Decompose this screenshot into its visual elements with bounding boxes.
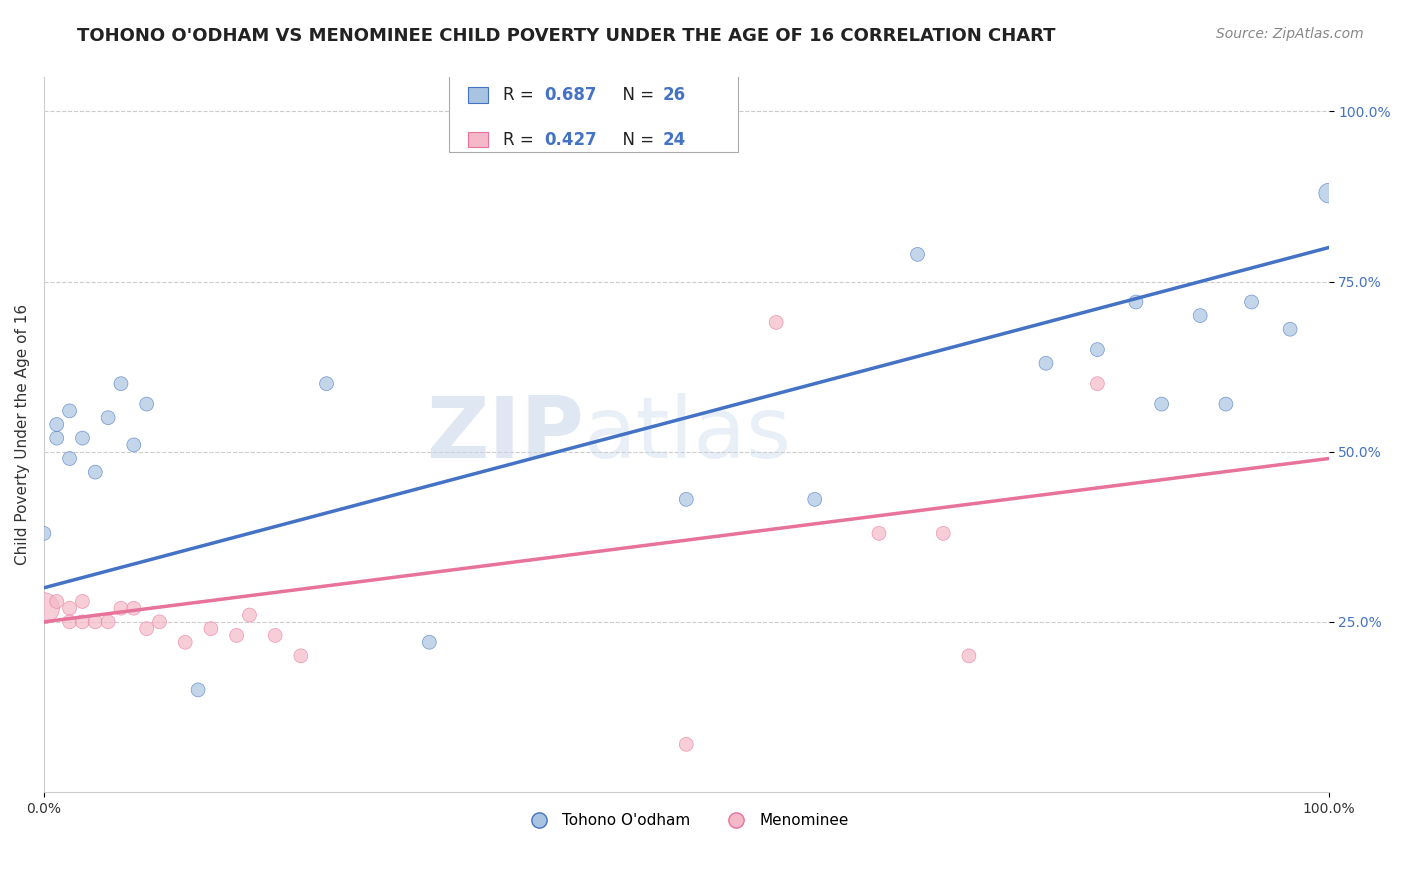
Point [148,615,170,629]
Point [45,417,67,432]
Point [1087,343,1109,357]
Legend: Tohono O'odham, Menominee: Tohono O'odham, Menominee [517,807,855,834]
Point [1035,356,1057,370]
Text: R =: R = [503,130,538,149]
Text: atlas: atlas [583,393,792,476]
Text: 0.427: 0.427 [544,130,598,149]
Point [1279,322,1302,336]
Point [675,737,697,751]
Point [72,594,94,608]
Point [238,607,260,622]
Point [290,648,312,663]
Point [110,601,132,615]
Point [135,622,157,636]
Point [1087,376,1109,391]
Text: TOHONO O'ODHAM VS MENOMINEE CHILD POVERTY UNDER THE AGE OF 16 CORRELATION CHART: TOHONO O'ODHAM VS MENOMINEE CHILD POVERT… [77,27,1056,45]
Point [675,492,697,507]
Point [84,465,107,479]
Point [765,315,787,329]
Point [58,451,80,466]
Text: R =: R = [503,87,538,104]
Point [135,397,157,411]
Text: N =: N = [612,130,659,149]
Point [174,635,197,649]
Point [45,594,67,608]
Y-axis label: Child Poverty Under the Age of 16: Child Poverty Under the Age of 16 [15,304,30,566]
Point [110,376,132,391]
Point [32,526,55,541]
Point [58,601,80,615]
Point [315,376,337,391]
Point [418,635,440,649]
Point [1240,295,1263,310]
FancyBboxPatch shape [449,70,738,153]
Point [1317,186,1340,201]
Text: 0.687: 0.687 [544,87,596,104]
Point [84,615,107,629]
Text: ZIP: ZIP [426,393,583,476]
Text: 24: 24 [662,130,686,149]
Point [97,410,120,425]
Point [1150,397,1173,411]
Point [58,615,80,629]
Point [122,601,145,615]
Point [200,622,222,636]
Point [187,682,209,697]
Point [1125,295,1147,310]
Point [122,438,145,452]
Point [72,615,94,629]
Point [225,628,247,642]
Point [803,492,825,507]
Point [45,431,67,445]
Bar [468,87,488,103]
Point [932,526,955,541]
Point [907,247,929,261]
Point [957,648,980,663]
Text: Source: ZipAtlas.com: Source: ZipAtlas.com [1216,27,1364,41]
Point [72,431,94,445]
Point [264,628,287,642]
Point [1189,309,1212,323]
Text: N =: N = [612,87,659,104]
Point [868,526,890,541]
Point [32,601,55,615]
Point [58,404,80,418]
Point [97,615,120,629]
Point [1215,397,1237,411]
Text: 26: 26 [662,87,686,104]
Bar [468,132,488,147]
